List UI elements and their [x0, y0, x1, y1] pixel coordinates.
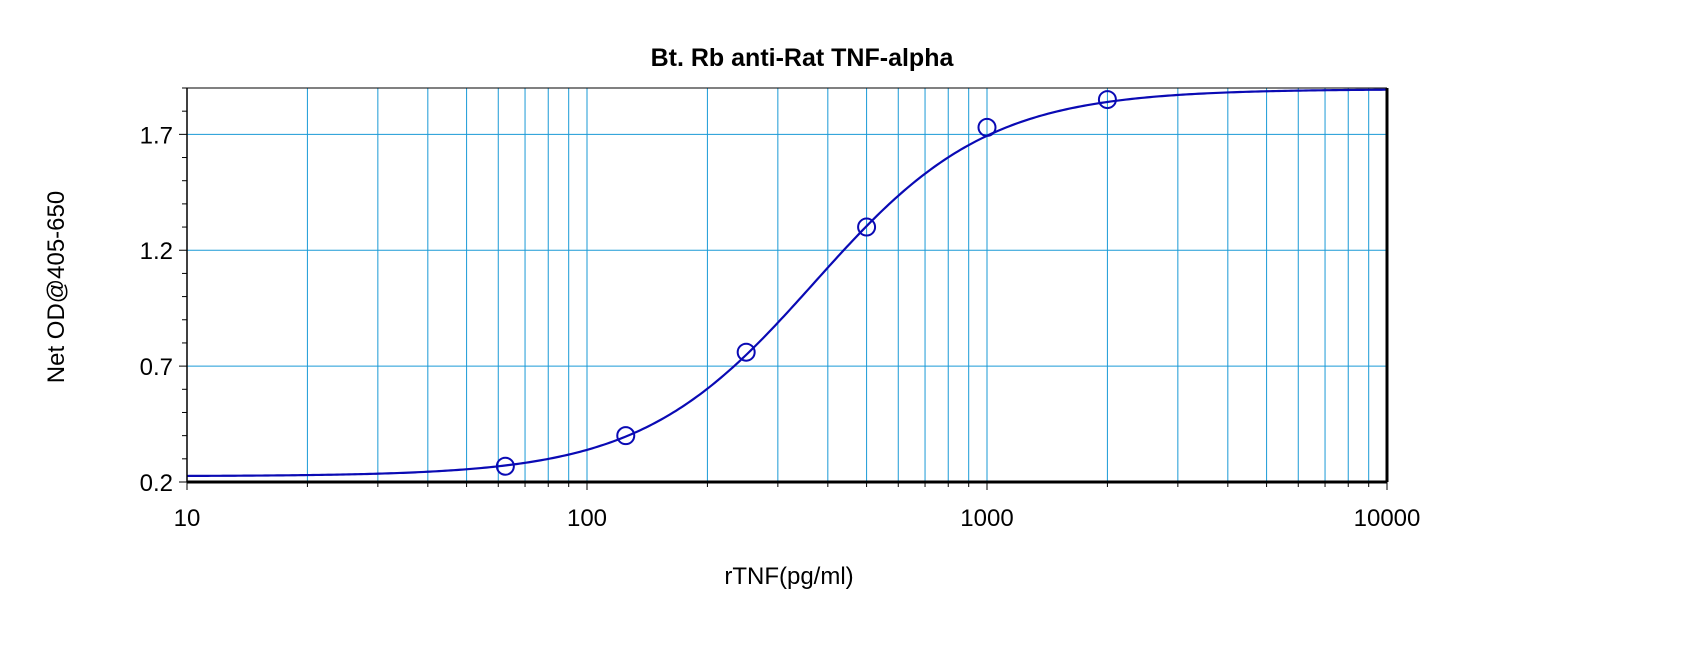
y-axis-label: Net OD@405-650 [43, 191, 70, 383]
data-point [616, 426, 636, 446]
x-tick-label: 1000 [960, 505, 1013, 532]
data-point [736, 342, 756, 362]
x-tick-label: 10 [174, 505, 201, 532]
y-tick-label: 0.7 [140, 354, 173, 381]
chart-title: Bt. Rb anti-Rat TNF-alpha [651, 44, 955, 72]
data-point [495, 456, 515, 476]
x-tick-label: 10000 [1354, 505, 1421, 532]
y-tick-label: 0.2 [140, 470, 173, 497]
x-tick-label: 100 [567, 505, 607, 532]
tick-labels: 0.2 0.7 1.2 1.7 10 100 1000 10000 [140, 122, 1421, 532]
fit-curve-line [186, 88, 1388, 478]
fit-curve-layer [186, 88, 1388, 478]
y-tick-label: 1.2 [140, 238, 173, 265]
data-point [977, 117, 997, 137]
y-tick-label: 1.7 [140, 122, 173, 149]
axes-layer [179, 87, 1389, 490]
data-point [857, 217, 877, 237]
data-point [1097, 90, 1117, 110]
data-points-layer [495, 90, 1117, 476]
x-axis-label: rTNF(pg/ml) [724, 563, 853, 590]
grid-layer [187, 88, 1387, 482]
